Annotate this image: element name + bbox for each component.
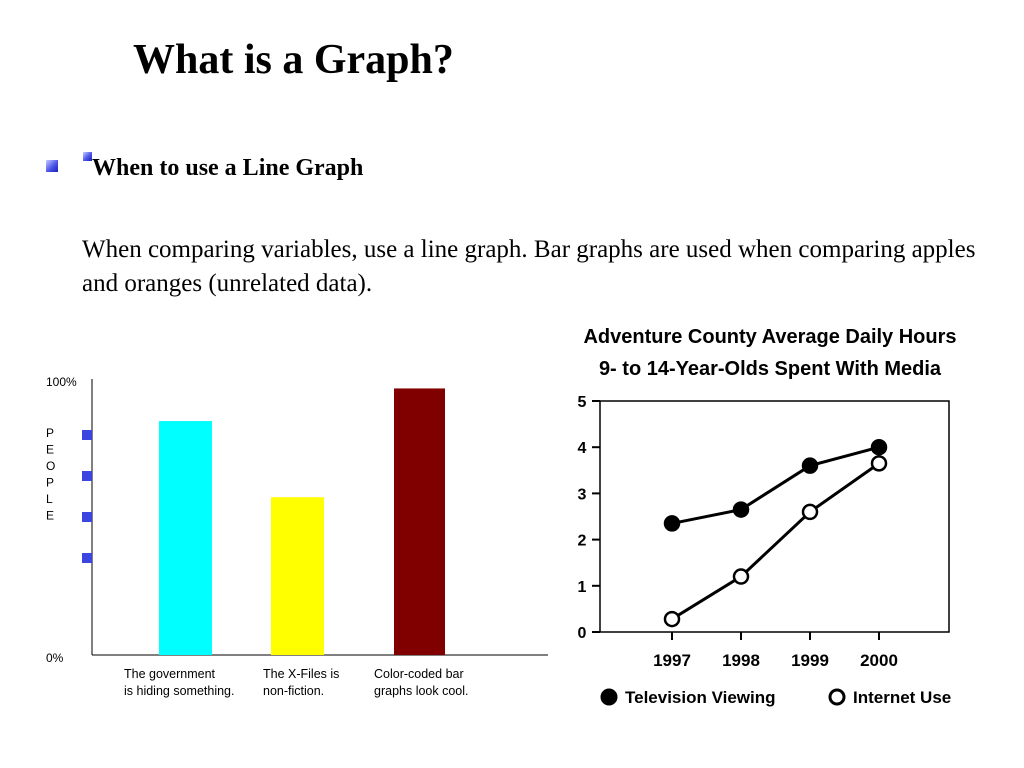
line-point (870, 438, 888, 456)
body-text: When comparing variables, use a line gra… (82, 236, 976, 297)
bar-chart-y-tick-label: 100% (46, 375, 77, 389)
square-bullet-icon (82, 512, 92, 522)
line-series-television-viewing (671, 445, 880, 525)
bar-category-label: graphs look cool. (374, 684, 469, 698)
legend-open-circle-icon (828, 688, 846, 706)
line-chart-x-tick-label: 1998 (722, 651, 760, 670)
bar-chart-y-label-letter: O (46, 459, 55, 473)
bar-chart-y-label-letter: E (46, 443, 54, 457)
line-chart-subtitle: 9- to 14-Year-Olds Spent With Media (599, 358, 942, 380)
line-point (663, 610, 681, 628)
bar (271, 497, 324, 655)
line-chart-y-tick-label: 1 (578, 579, 587, 596)
line-chart-x-tick-label: 1999 (791, 651, 829, 670)
bar-chart-y-label-letter: E (46, 509, 54, 523)
line-point (732, 501, 750, 518)
square-bullet-icon (82, 471, 92, 481)
legend-filled-circle-icon (600, 688, 618, 706)
line-chart-y-tick-label: 3 (578, 486, 587, 503)
bar-chart-y-tick-label: 0% (46, 651, 64, 665)
bar-chart-y-label-letter: L (46, 492, 53, 506)
line-point (801, 457, 819, 474)
bar-chart-y-label-letter: P (46, 476, 54, 490)
bar-category-label: The government (124, 667, 216, 681)
line-chart-y-tick-label: 4 (578, 440, 587, 457)
bar-category-label: The X-Files is (263, 667, 339, 681)
line-chart-y-tick-label: 0 (578, 625, 587, 642)
square-bullet-icon (83, 152, 92, 161)
bar-chart-y-label-letter: P (46, 426, 54, 440)
line-chart-x-tick-label: 1997 (653, 651, 691, 670)
slide-title: What is a Graph? (133, 37, 454, 83)
square-bullet-icon (82, 553, 92, 563)
square-bullet-icon (82, 430, 92, 440)
subheading: When to use a Line Graph (92, 155, 364, 181)
line-chart-frame (599, 400, 950, 633)
line-point (663, 515, 681, 532)
square-bullet-icon (46, 160, 58, 172)
legend-label: Television Viewing (625, 688, 776, 707)
bar (159, 421, 212, 655)
legend-label: Internet Use (853, 688, 951, 707)
line-chart-x-tick-label: 2000 (860, 651, 898, 670)
bar-category-label: Color-coded bar (374, 667, 464, 681)
line-chart-title: Adventure County Average Daily Hours (583, 326, 956, 348)
bar-category-label: non-fiction. (263, 684, 324, 698)
line-point (870, 455, 888, 472)
line-point (732, 568, 750, 585)
line-chart-y-tick-label: 5 (578, 394, 587, 411)
line-point (801, 503, 819, 521)
line-series-internet-use (671, 462, 880, 621)
bar (394, 388, 445, 655)
bar-category-label: is hiding something. (124, 684, 234, 698)
line-chart-y-tick-label: 2 (578, 533, 587, 550)
